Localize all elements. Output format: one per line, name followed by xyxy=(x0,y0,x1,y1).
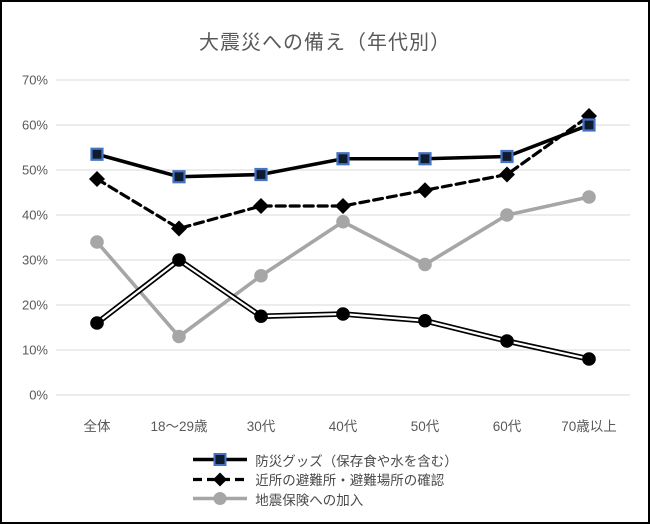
legend-dashed-line-diamond-icon xyxy=(193,472,248,487)
marker-diamond xyxy=(171,220,187,237)
marker-square xyxy=(254,167,268,182)
y-axis-tick-label: 70% xyxy=(22,73,48,88)
x-axis-category-label: 30代 xyxy=(247,419,276,434)
marker-circle-black xyxy=(582,352,596,366)
y-axis-tick-label: 50% xyxy=(22,163,48,178)
y-axis-tick-label: 30% xyxy=(22,253,48,268)
marker-square xyxy=(418,152,432,166)
marker-diamond xyxy=(417,182,433,199)
y-axis-tick-label: 20% xyxy=(22,298,48,313)
marker-square xyxy=(500,149,514,164)
y-axis-tick-label: 0% xyxy=(29,388,48,403)
x-axis-category-label: 60代 xyxy=(493,419,522,434)
plot-area: 0% 10% 20% 30% 40% 50% 60% 70% 全体 18～29歳 30代 40代 50代… xyxy=(22,73,630,434)
marker-diamond xyxy=(499,166,515,183)
chart-title: 大震災への備え（年代別） xyxy=(199,32,451,54)
y-axis-tick-label: 40% xyxy=(22,208,48,223)
x-axis-category-label: 18～29歳 xyxy=(150,419,208,434)
marker-circle-gray xyxy=(582,190,596,204)
x-axis-category-label: 70歳以上 xyxy=(561,419,617,434)
series-solid-black-square xyxy=(90,118,596,184)
marker-square xyxy=(336,152,350,166)
x-axis-category-label: 全体 xyxy=(84,418,111,434)
marker-diamond xyxy=(253,198,269,214)
marker-circle-gray xyxy=(172,329,186,344)
marker-diamond xyxy=(89,171,105,187)
marker-circle-black xyxy=(90,316,104,330)
marker-circle-gray xyxy=(418,257,432,272)
y-axis-tick-label: 60% xyxy=(22,118,48,133)
legend-item-disaster-goods: 防災グッズ（保存食や水を含む） xyxy=(192,450,458,470)
marker-diamond xyxy=(335,198,351,214)
marker-circle-black xyxy=(336,307,350,321)
legend-label-evacuation-site: 近所の避難所・避難場所の確認 xyxy=(255,473,445,489)
marker-circle-gray xyxy=(90,235,104,249)
marker-square xyxy=(582,118,596,132)
series-dashed-black-diamond xyxy=(89,108,597,237)
x-axis-category-label: 50代 xyxy=(411,419,440,434)
legend-gray-line-circle-icon xyxy=(193,492,248,506)
legend-label-disaster-goods: 防災グッズ（保存食や水を含む） xyxy=(255,453,458,469)
marker-circle-gray xyxy=(254,268,268,283)
marker-circle-gray xyxy=(336,214,350,229)
series-solid-gray-circle xyxy=(90,190,596,344)
x-axis-category-label: 40代 xyxy=(329,419,358,434)
marker-circle-black xyxy=(254,309,268,324)
legend-label-earthquake-insurance: 地震保険への加入 xyxy=(255,492,364,508)
legend-items: 防災グッズ（保存食や水を含む） 近所の避難所・避難場所の確認 地震保険への加入 xyxy=(192,450,458,509)
series-double-black-circle xyxy=(90,253,596,366)
marker-circle-black xyxy=(418,313,432,328)
y-axis-tick-label: 10% xyxy=(22,343,48,358)
marker-square xyxy=(172,170,186,184)
legend-item-evacuation-site: 近所の避難所・避難場所の確認 xyxy=(192,470,444,490)
legend-solid-line-square-icon xyxy=(193,453,248,467)
marker-circle-black xyxy=(172,253,186,267)
marker-square xyxy=(90,147,104,161)
marker-circle-black xyxy=(500,334,514,348)
marker-circle-gray xyxy=(500,208,514,222)
legend-item-earthquake-insurance: 地震保険への加入 xyxy=(192,489,363,509)
legend: 防災グッズ（保存食や水を含む） 近所の避難所・避難場所の確認 地震保険への加入 xyxy=(2,450,648,509)
